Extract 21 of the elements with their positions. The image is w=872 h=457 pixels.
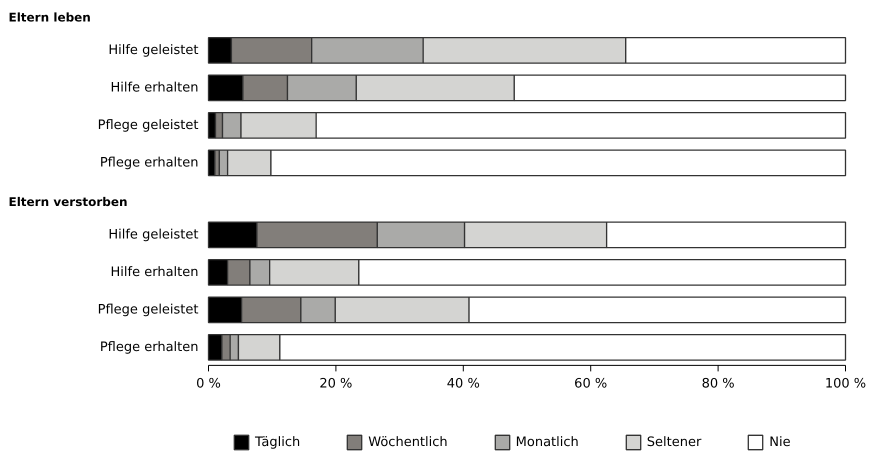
legend-label: Nie bbox=[769, 434, 791, 450]
y-tick-label: Pflege geleistet bbox=[98, 302, 199, 318]
legend-label: Täglich bbox=[255, 434, 300, 450]
y-tick-label: Hilfe geleistet bbox=[108, 227, 199, 242]
y-tick-label: Pflege erhalten bbox=[100, 340, 199, 355]
x-tick-label: 20 % bbox=[319, 376, 352, 392]
legend-label: Seltener bbox=[646, 434, 702, 450]
x-tick-label: 100 % bbox=[824, 376, 866, 392]
text: Eltern verstorben bbox=[8, 194, 128, 209]
x-tick-label: 80 % bbox=[702, 376, 735, 392]
y-tick-label: Pflege erhalten bbox=[100, 155, 199, 170]
y-tick-label: Hilfe erhalten bbox=[110, 80, 199, 96]
legend-label: Wöchentlich bbox=[368, 434, 448, 450]
y-tick-label: Pflege geleistet bbox=[98, 118, 199, 133]
text: Eltern leben bbox=[8, 10, 91, 24]
x-tick-label: 60 % bbox=[574, 376, 608, 392]
y-tick-label: Hilfe erhalten bbox=[110, 264, 199, 280]
x-tick-label: 40 % bbox=[446, 376, 480, 392]
legend-label: Monatlich bbox=[516, 434, 579, 450]
y-tick-label: Hilfe geleistet bbox=[108, 42, 199, 58]
x-tick-label: 0 % bbox=[196, 376, 221, 392]
